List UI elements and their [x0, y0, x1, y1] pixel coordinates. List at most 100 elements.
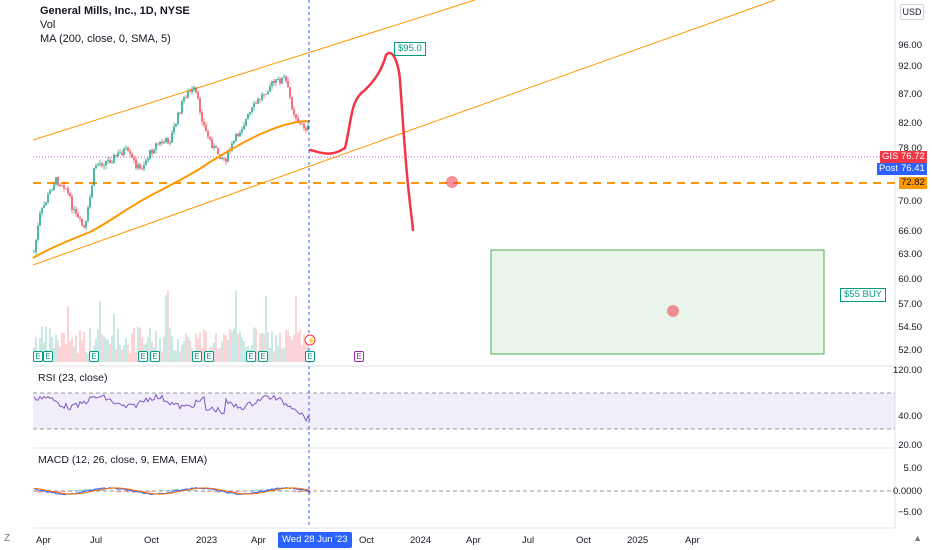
macd-histogram-bar [303, 491, 305, 493]
candle-body [203, 121, 205, 126]
volume-bar [99, 301, 101, 362]
candle-body [243, 125, 245, 130]
volume-bar [285, 329, 287, 362]
candle-body [187, 91, 189, 98]
macd-histogram-bar [119, 491, 121, 493]
projection-drawing[interactable] [308, 51, 415, 232]
macd-histogram-bar [305, 491, 307, 493]
volume-legend[interactable]: Vol [40, 19, 56, 31]
volume-bar [165, 295, 167, 362]
marker-circle-1[interactable] [446, 176, 458, 188]
candle-body [95, 165, 97, 169]
macd-histogram-bar [235, 491, 237, 493]
buy-price-note[interactable]: $55 BUY [840, 288, 887, 302]
volume-bar [163, 336, 165, 362]
volume-bar [131, 333, 133, 362]
price-axis-label: 78.00 [898, 143, 922, 154]
currency-button[interactable]: USD [900, 4, 924, 20]
volume-bar [89, 327, 91, 362]
candle-body [265, 94, 267, 95]
rsi-pane-label[interactable]: RSI (23, close) [38, 372, 108, 384]
volume-bar [267, 331, 269, 362]
candle-body [257, 98, 259, 104]
ma-200-line[interactable] [32, 120, 311, 259]
candle-body [113, 154, 115, 163]
time-axis-label: Jul [90, 535, 103, 546]
macd-histogram-bar [233, 491, 235, 492]
candle-body [141, 168, 143, 170]
macd-histogram-bar [175, 488, 177, 491]
marker-circle-2[interactable] [667, 305, 679, 317]
earnings-marker[interactable]: E [138, 351, 148, 362]
candle-body [155, 143, 157, 150]
candle-body [107, 159, 109, 161]
channel-upper-line[interactable] [32, 0, 476, 141]
earnings-marker-future[interactable]: E [354, 351, 364, 362]
candle-body [227, 150, 229, 162]
price-axis-label: 54.50 [898, 322, 922, 333]
earnings-marker[interactable]: E [89, 351, 99, 362]
candle-body [57, 177, 59, 186]
candle-body [273, 81, 275, 83]
volume-bar [167, 290, 169, 362]
earnings-marker[interactable]: E [150, 351, 160, 362]
rsi-line[interactable] [33, 393, 311, 423]
candle-body [69, 193, 71, 197]
candle-body [241, 129, 243, 133]
macd-histogram-bar [81, 489, 83, 491]
dividend-event-icon[interactable] [304, 334, 316, 346]
macd-line[interactable] [33, 486, 311, 496]
volume-bar [291, 339, 293, 362]
macd-histogram-bar [231, 491, 233, 492]
time-axis-label: Oct [359, 535, 374, 546]
volume-bar [281, 348, 283, 362]
macd-signal-line[interactable] [33, 487, 311, 495]
earnings-marker[interactable]: E [305, 351, 315, 362]
price-candles [33, 74, 309, 256]
volume-bar [45, 326, 47, 362]
time-axis-label: Apr [685, 535, 700, 546]
earnings-marker[interactable]: E [192, 351, 202, 362]
candle-body [65, 188, 67, 190]
earnings-marker[interactable]: E [246, 351, 256, 362]
volume-bar [53, 347, 55, 362]
volume-bar [297, 332, 299, 362]
macd-histogram-bar [103, 489, 105, 491]
volume-bar [261, 332, 263, 362]
volume-bar [109, 343, 111, 362]
ma-legend[interactable]: MA (200, close, 0, SMA, 5) [40, 33, 171, 45]
candle-body [185, 97, 187, 99]
macd-histogram-bar [61, 491, 63, 492]
earnings-marker[interactable]: E [204, 351, 214, 362]
candle-body [261, 94, 263, 100]
candle-body [129, 150, 131, 154]
earnings-marker[interactable]: E [43, 351, 53, 362]
candle-body [75, 209, 77, 214]
volume-bar [77, 352, 79, 362]
macd-histogram-bar [295, 491, 297, 492]
scroll-to-realtime-icon[interactable]: ▲ [913, 533, 922, 543]
volume-bar [113, 313, 115, 362]
time-axis-label: 2023 [196, 535, 218, 546]
rsi-axis-label: 120.00 [892, 365, 922, 376]
buy-zone-rectangle[interactable] [490, 249, 825, 355]
macd-histogram-bar [121, 491, 123, 492]
macd-histogram-bar [241, 491, 243, 492]
candle-body [307, 125, 309, 131]
macd-histogram-bar [237, 491, 239, 493]
earnings-marker[interactable]: E [33, 351, 43, 362]
macd-histogram-bar [43, 491, 45, 493]
earnings-marker[interactable]: E [258, 351, 268, 362]
volume-bar [115, 348, 117, 362]
price-axis-label: 66.00 [898, 226, 922, 237]
macd-histogram-bar [39, 491, 41, 494]
macd-pane-label[interactable]: MACD (12, 26, close, 9, EMA, EMA) [38, 454, 208, 466]
tradingview-logo[interactable]: Z [4, 533, 11, 544]
symbol-title[interactable]: General Mills, Inc., 1D, NYSE [40, 5, 190, 17]
candle-body [223, 157, 225, 159]
macd-histogram-bar [69, 491, 71, 492]
candle-body [251, 107, 253, 113]
volume-bar [69, 341, 71, 362]
target-price-note[interactable]: $95.0 [394, 42, 426, 56]
